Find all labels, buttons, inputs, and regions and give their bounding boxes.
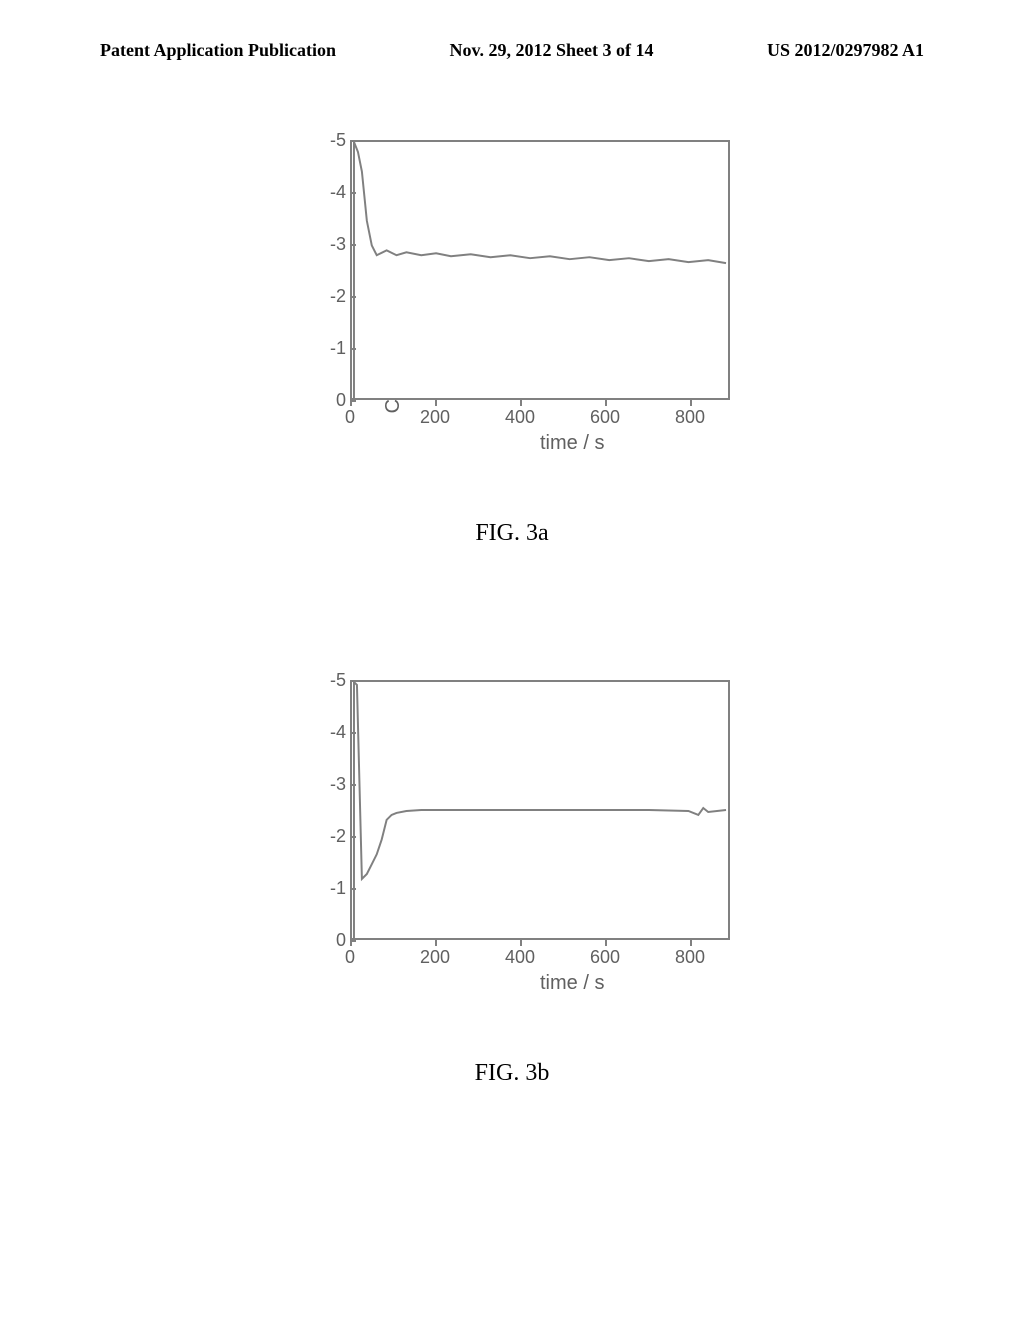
x-tick-mark (520, 940, 522, 946)
x-tick-label: 800 (675, 947, 705, 968)
y-tick-label: -5 (320, 130, 346, 151)
y-tick-mark (350, 192, 356, 194)
y-tick-mark (350, 140, 356, 142)
y-tick-label: -4 (320, 182, 346, 203)
x-axis-label-a: time / s (540, 432, 604, 455)
y-tick-mark (350, 348, 356, 350)
x-tick-mark (435, 940, 437, 946)
y-tick-label: -4 (320, 722, 346, 743)
x-tick-mark (605, 940, 607, 946)
x-tick-mark (520, 400, 522, 406)
x-tick-mark (350, 940, 352, 946)
x-tick-label: 200 (420, 947, 450, 968)
y-tick-label: -3 (320, 234, 346, 255)
header-center: Nov. 29, 2012 Sheet 3 of 14 (450, 40, 654, 61)
x-tick-label: 600 (590, 407, 620, 428)
x-tick-mark (605, 400, 607, 406)
x-tick-label: 800 (675, 407, 705, 428)
y-tick-mark (350, 732, 356, 734)
y-tick-mark (350, 244, 356, 246)
x-tick-label: 0 (345, 947, 355, 968)
y-tick-label: 0 (320, 390, 346, 411)
x-tick-label: 400 (505, 947, 535, 968)
y-tick-mark (350, 784, 356, 786)
chart-working-potential: Working Potential (V) -5-4-3-2-10 020040… (290, 680, 730, 1000)
figure-caption-a: FIG. 3a (475, 520, 548, 547)
y-tick-label: -2 (320, 826, 346, 847)
chart-current-density: Current Density (mA/cm²) -5-4-3-2-10 020… (290, 140, 730, 460)
header-left: Patent Application Publication (100, 40, 336, 61)
x-tick-label: 600 (590, 947, 620, 968)
y-tick-mark (350, 296, 356, 298)
x-tick-mark (350, 400, 352, 406)
x-tick-label: 400 (505, 407, 535, 428)
x-tick-mark (690, 400, 692, 406)
y-tick-label: -3 (320, 774, 346, 795)
header-right: US 2012/0297982 A1 (767, 40, 924, 61)
chart-frame-b (350, 680, 730, 940)
y-tick-label: -1 (320, 338, 346, 359)
figure-caption-b: FIG. 3b (475, 1060, 550, 1087)
x-tick-mark (690, 940, 692, 946)
x-tick-label: 0 (345, 407, 355, 428)
y-tick-label: -5 (320, 670, 346, 691)
x-axis-label-b: time / s (540, 972, 604, 995)
data-line-b (352, 682, 728, 938)
y-tick-mark (350, 888, 356, 890)
x-tick-label: 200 (420, 407, 450, 428)
y-tick-label: -2 (320, 286, 346, 307)
data-line-a (352, 142, 728, 398)
y-tick-mark (350, 680, 356, 682)
y-tick-label: -1 (320, 878, 346, 899)
y-tick-label: 0 (320, 930, 346, 951)
chart-frame-a (350, 140, 730, 400)
y-tick-mark (350, 836, 356, 838)
page-header: Patent Application Publication Nov. 29, … (0, 40, 1024, 61)
x-tick-mark (435, 400, 437, 406)
